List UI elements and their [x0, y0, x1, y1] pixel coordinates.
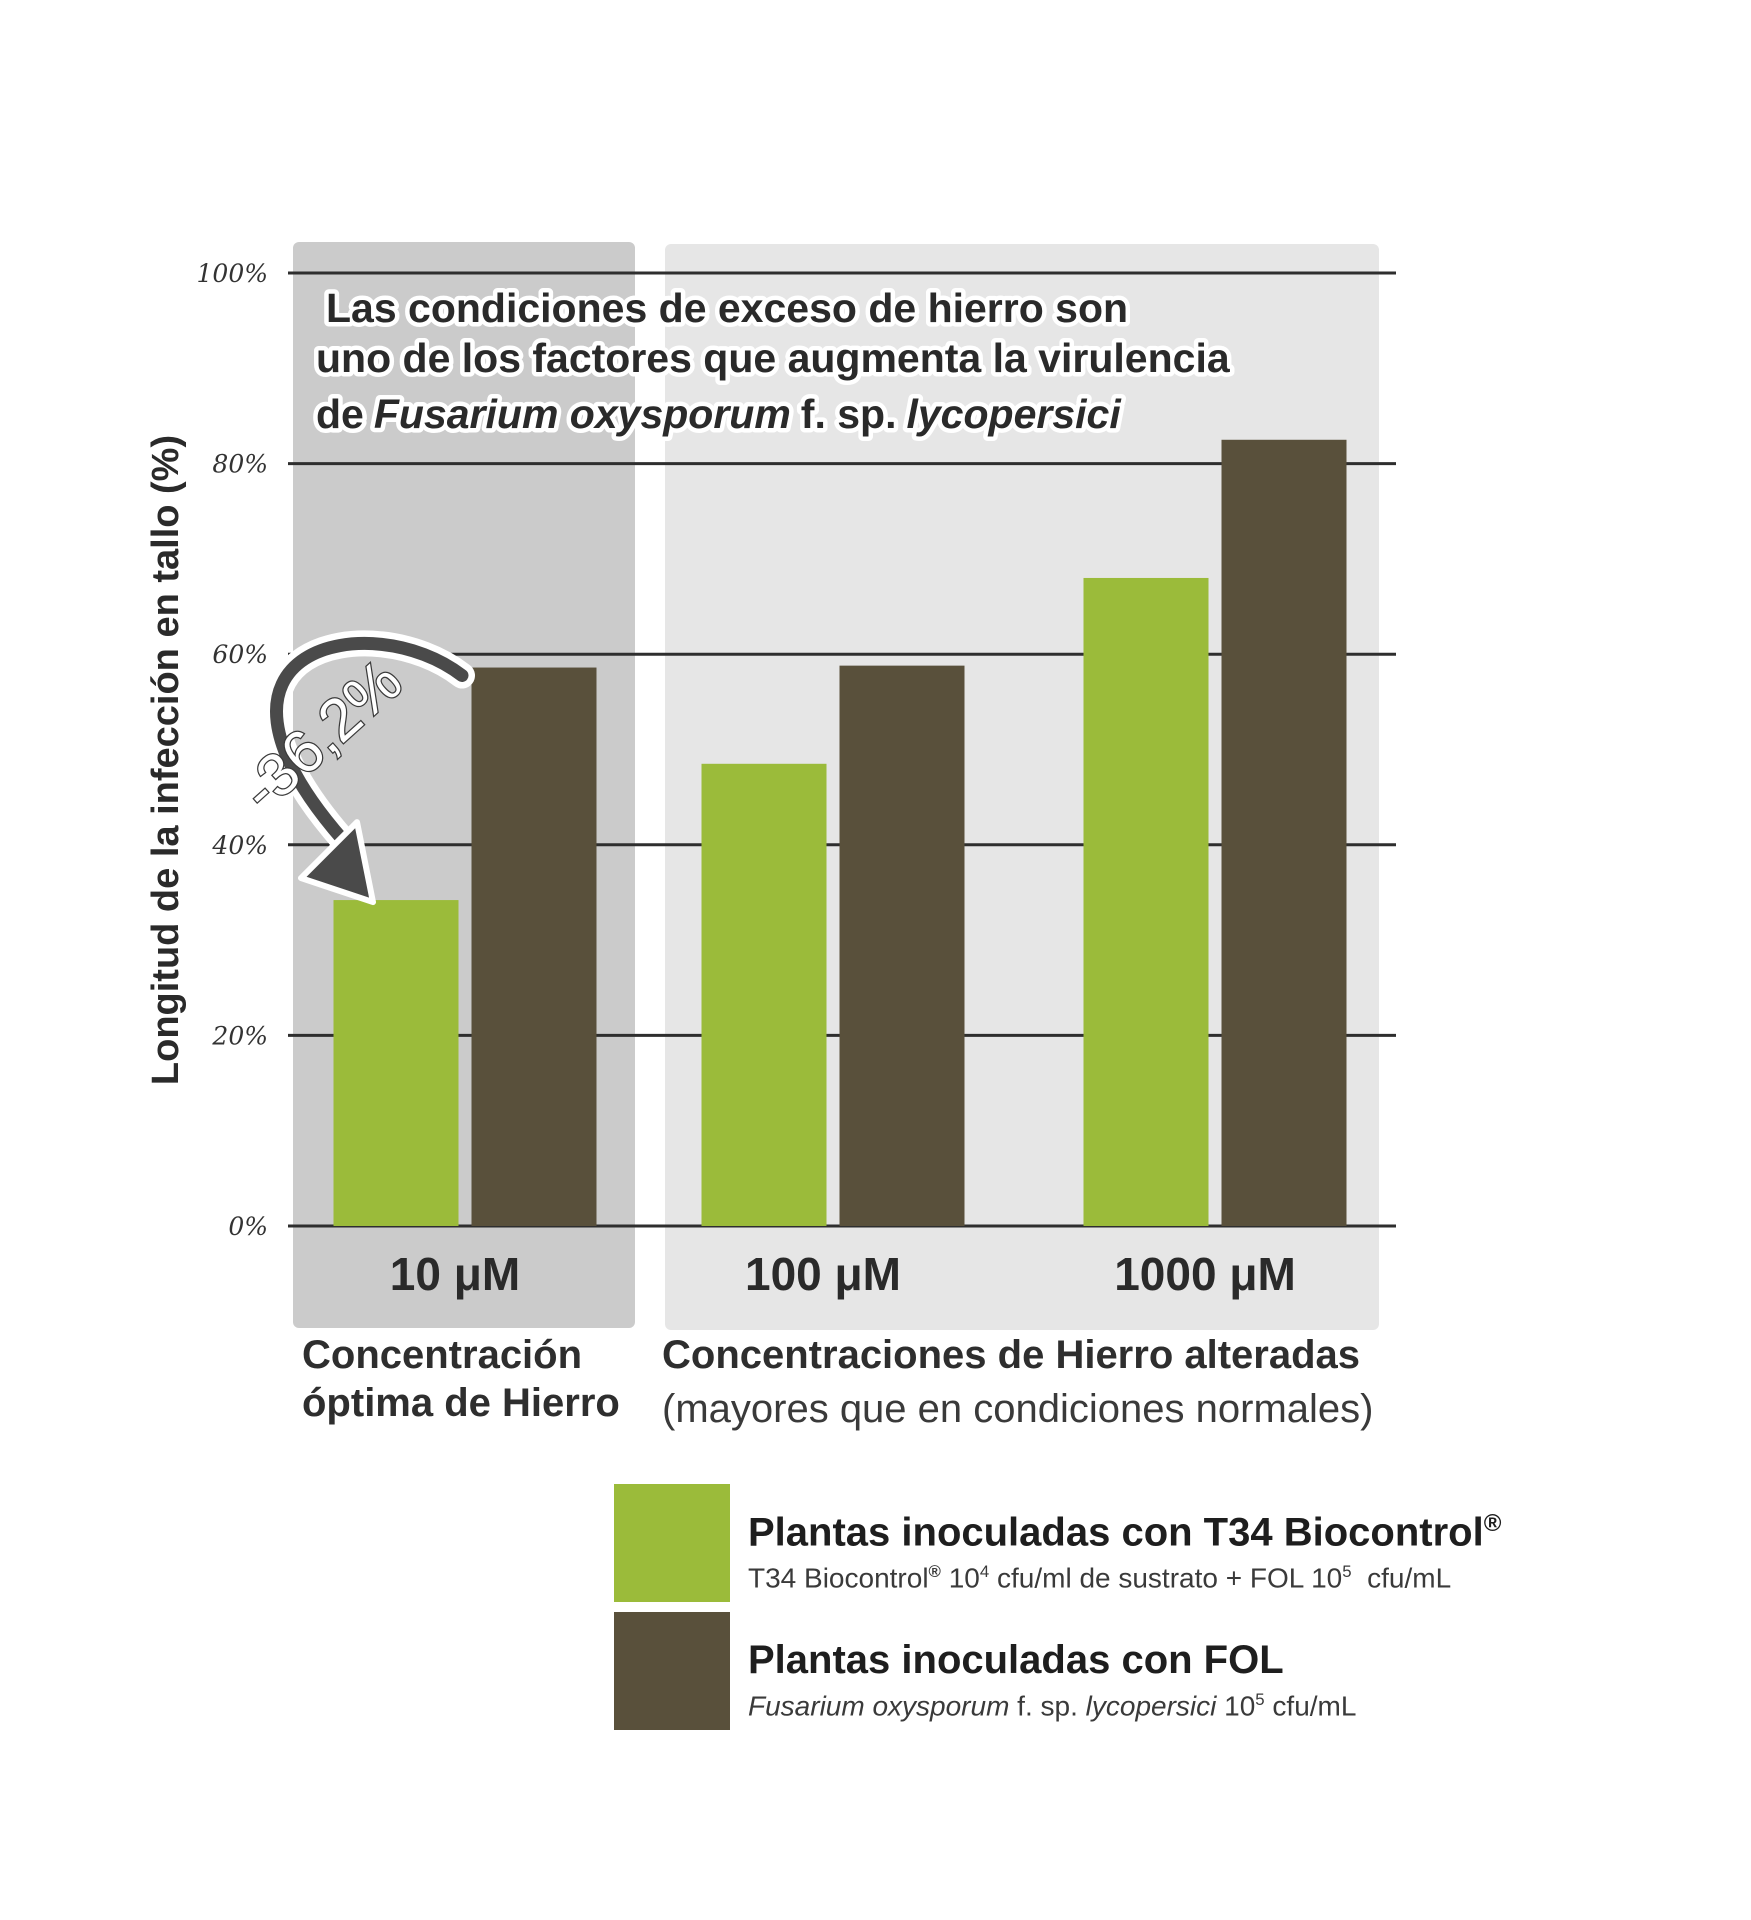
arrow-stroke	[270, 636, 469, 847]
legend-sub-t34-unit: cfu/mL	[1351, 1562, 1452, 1594]
category-labels: 10 μM 100 μM 1000 μM	[390, 1248, 1296, 1300]
bar-series-1-cat-3	[1083, 577, 1209, 1226]
category-label: 10 μM	[390, 1248, 520, 1300]
legend-sub-t34-exp1: 4	[979, 1562, 990, 1581]
bar-series-2-cat-2	[839, 665, 965, 1226]
legend-sub-fol-fsp: f. sp.	[1009, 1690, 1086, 1722]
bar-series-1-cat-1	[333, 900, 459, 1226]
legend-swatch-fol	[614, 1612, 730, 1730]
legend-title-t34: Plantas inoculadas con T34 Biocontrol®	[748, 1510, 1501, 1555]
y-tick-label: 80%	[212, 450, 268, 479]
bar-series-1-cat-2	[701, 763, 827, 1226]
legend-sub-fol-unit: cfu/mL	[1264, 1690, 1357, 1722]
title-line-2: uno de los factores que augmenta la viru…	[316, 335, 1231, 381]
y-tick-label: 0%	[228, 1212, 268, 1241]
y-tick-label: 100%	[197, 259, 268, 288]
group-2-subtitle: (mayores que en condiciones normales)	[662, 1387, 1374, 1431]
legend-sub-fol-conc: 10	[1216, 1690, 1256, 1722]
legend-sub-t34-reg: ®	[928, 1562, 941, 1581]
legend-title-t34-text: Plantas inoculadas con T34 Biocontrol	[748, 1510, 1484, 1555]
title-de: de	[316, 391, 364, 437]
title-fsp: f. sp.	[801, 391, 897, 437]
legend-sub-fol-species: Fusarium oxysporum	[748, 1690, 1010, 1722]
bar-series-2-cat-1	[471, 667, 597, 1226]
legend-sub-t34-product: T34 Biocontrol	[748, 1562, 929, 1594]
gridlines: 0% 20% 40% 60% 80% 100%	[197, 259, 1396, 1241]
bar-series-2-cat-3	[1221, 439, 1347, 1226]
y-tick-label: 40%	[211, 831, 268, 860]
category-label: 100 μM	[745, 1248, 901, 1300]
title-lycopersici: lycopersici	[906, 391, 1122, 437]
title-line-1: Las condiciones de exceso de hierro son	[326, 285, 1128, 331]
legend-swatch-t34	[614, 1484, 730, 1602]
legend-sub-t34: T34 Biocontrol® 104 cfu/ml de sustrato +…	[748, 1562, 1451, 1594]
legend-sub-t34-conc: 10	[940, 1562, 980, 1594]
legend-sub-t34-exp2: 5	[1342, 1562, 1352, 1581]
y-tick-label: 60%	[212, 640, 268, 669]
y-axis-label: Longitud de la infección en tallo (%)	[145, 435, 187, 1085]
category-label: 1000 μM	[1114, 1248, 1296, 1300]
group-1-title-line-2: óptima de Hierro	[302, 1381, 620, 1425]
arrow-head	[298, 819, 376, 906]
bars	[333, 439, 1347, 1226]
legend-title-fol: Plantas inoculadas con FOL	[748, 1638, 1284, 1682]
legend-sub-fol-lycopersici: lycopersici	[1085, 1690, 1217, 1722]
legend-sub-fol: Fusarium oxysporum f. sp. lycopersici 10…	[748, 1690, 1356, 1722]
legend-sub-t34-mid: cfu/ml de sustrato + FOL 10	[989, 1562, 1343, 1594]
title-line-3: de Fusarium oxysporum f. sp. lycopersici	[316, 391, 1122, 437]
title-species: Fusarium oxysporum	[374, 391, 791, 437]
y-tick-label: 20%	[211, 1021, 268, 1050]
legend-sub-fol-exp: 5	[1255, 1690, 1265, 1709]
registered-mark: ®	[1483, 1510, 1502, 1537]
group-1-title: Concentración óptima de Hierro	[302, 1331, 620, 1427]
group-2-title: Concentraciones de Hierro alteradas	[662, 1333, 1361, 1377]
chart-title: Las condiciones de exceso de hierro son …	[312, 281, 1236, 442]
group-1-title-line-1: Concentración	[302, 1333, 583, 1377]
